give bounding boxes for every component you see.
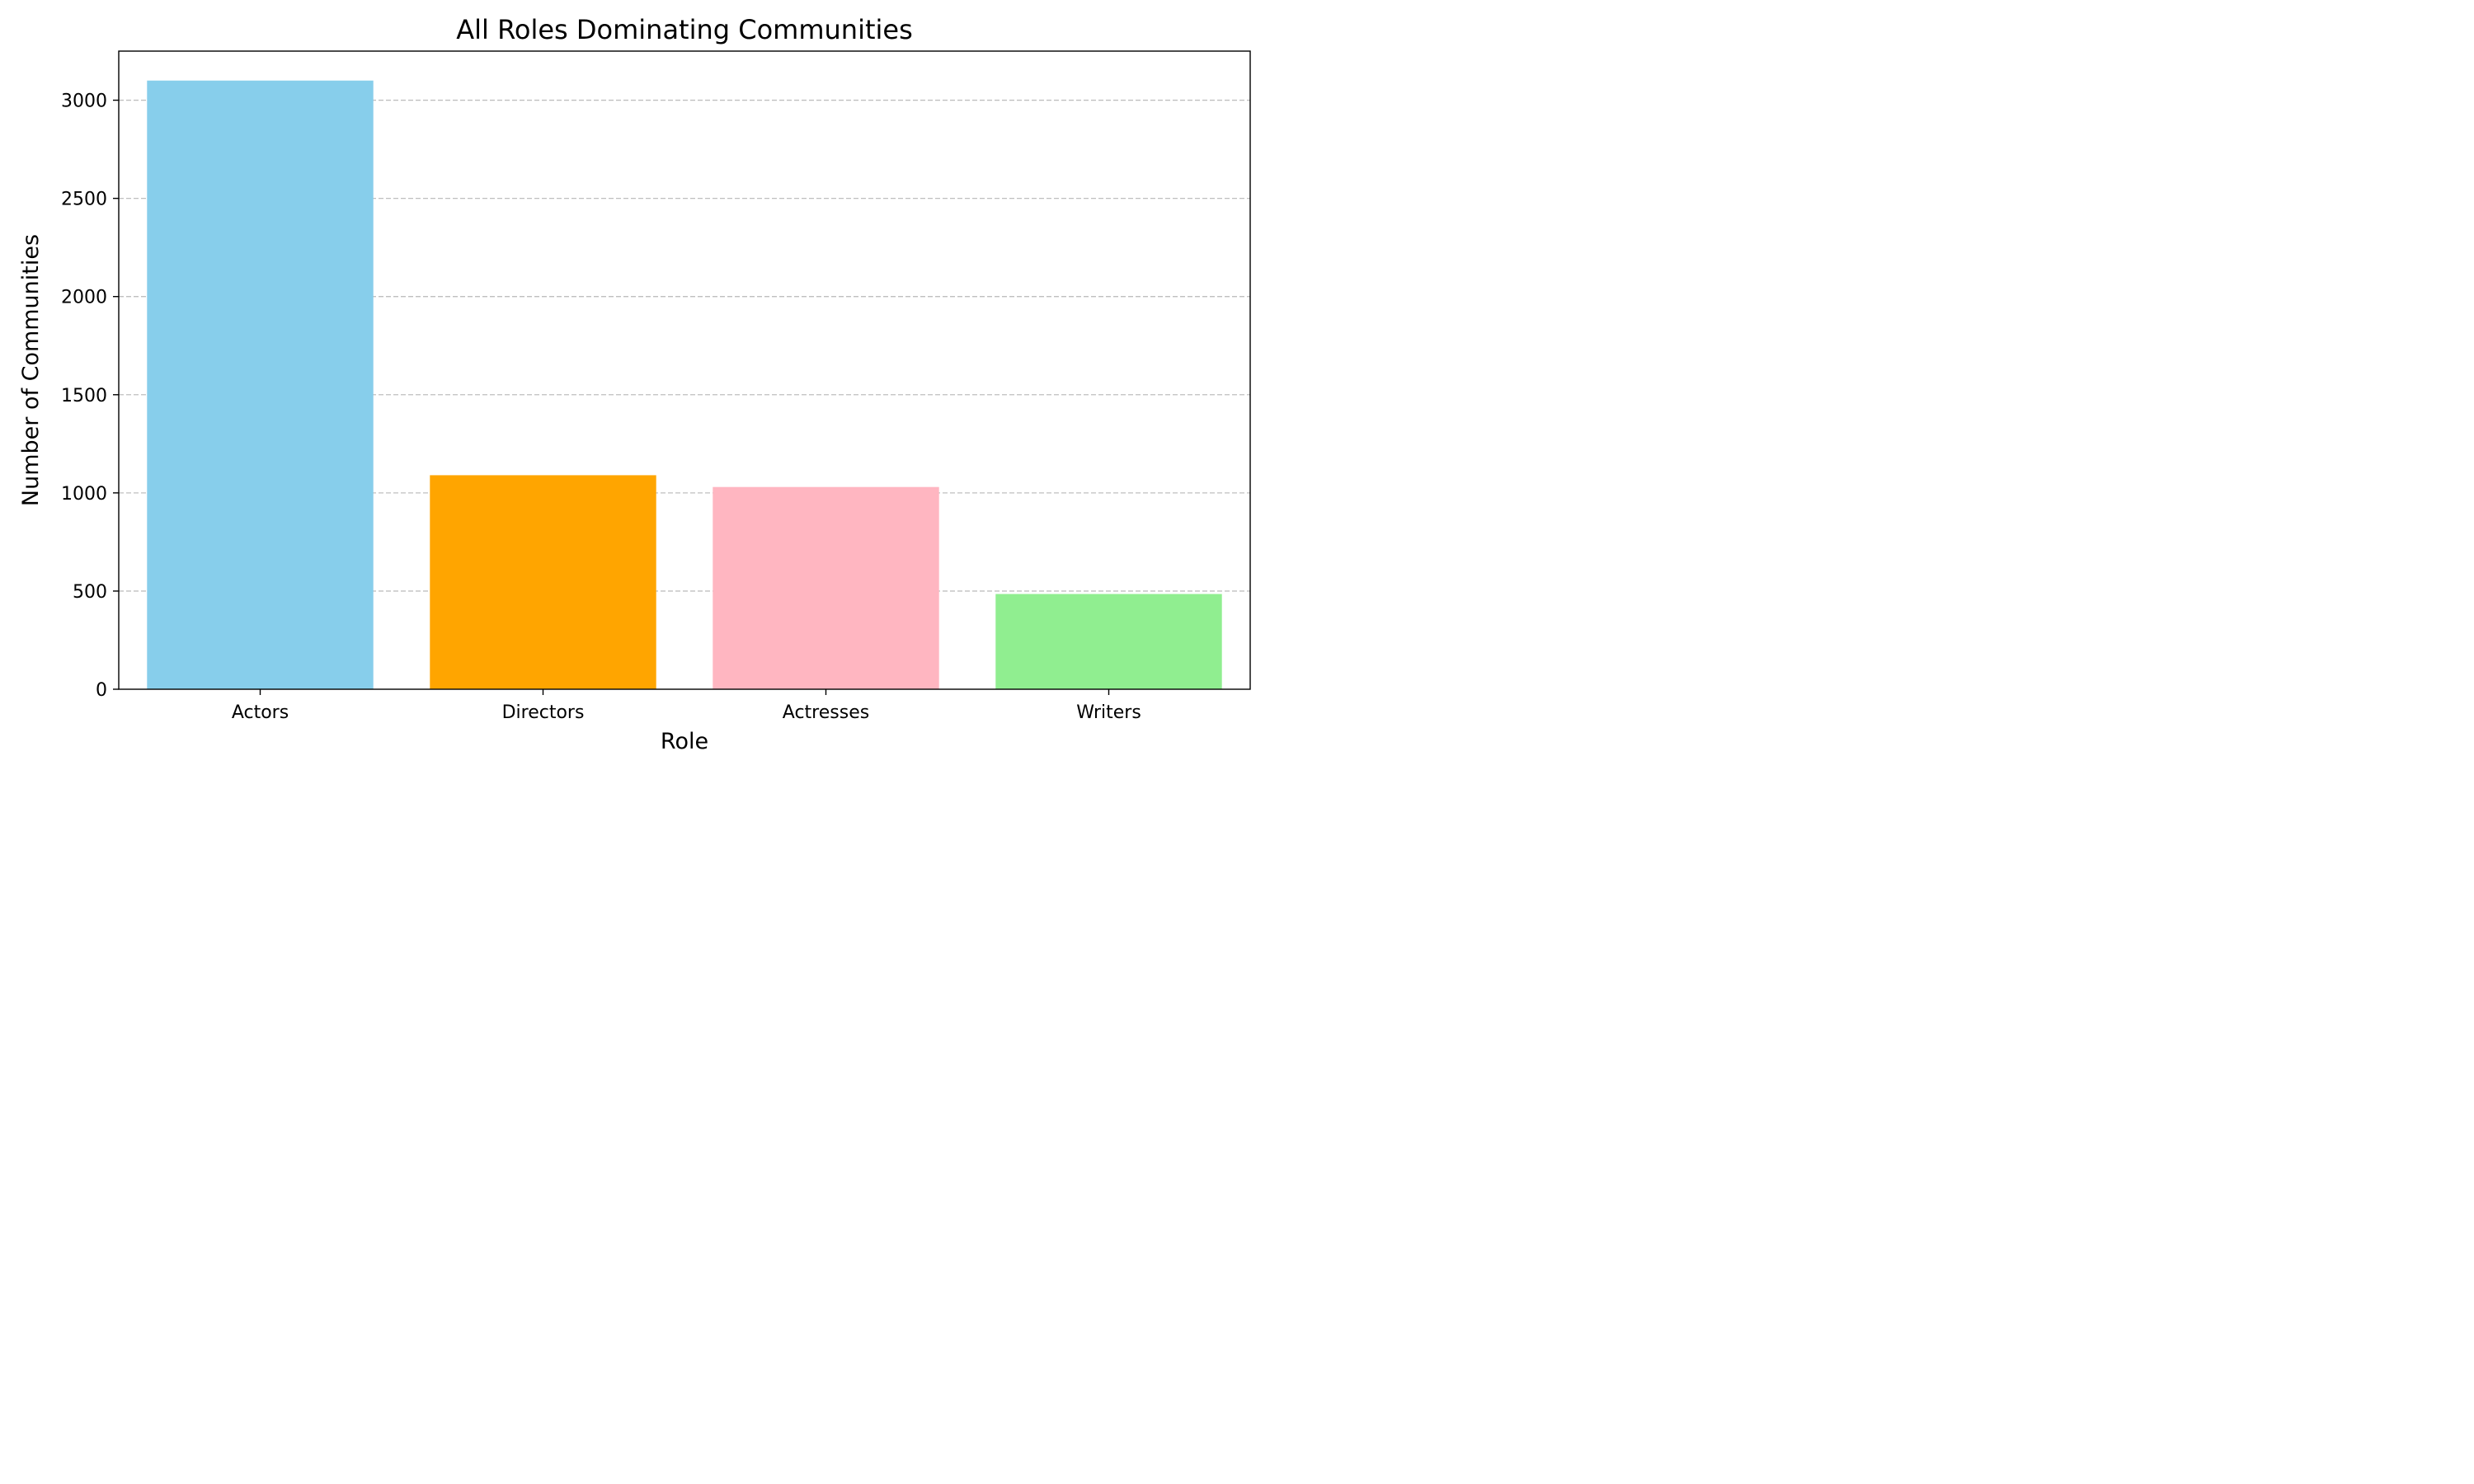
x-axis-ticks: Actors Directors Actresses Writers	[232, 689, 1141, 723]
bar-actors	[147, 80, 374, 689]
bar-chart: 0 500 1000 1500 2000 2500 3000 Actors Directors…	[0, 0, 1290, 769]
x-axis-label: Role	[661, 729, 708, 754]
chart-title: All Roles Dominating Communities	[456, 14, 913, 45]
y-tick-label: 500	[73, 582, 107, 603]
y-tick-label: 0	[96, 680, 107, 701]
bar-directors	[430, 475, 656, 689]
x-tick-label: Writers	[1076, 702, 1141, 723]
x-tick-label: Actors	[232, 702, 289, 723]
x-tick-label: Actresses	[783, 702, 869, 723]
plot-area-frame	[118, 50, 1251, 690]
bar-actresses	[713, 486, 939, 689]
y-tick-label: 2500	[61, 190, 107, 210]
bar-writers	[995, 594, 1222, 689]
bars	[147, 80, 1222, 689]
y-axis-label: Number of Communities	[18, 234, 44, 506]
y-tick-label: 1000	[61, 484, 107, 505]
x-tick-label: Directors	[502, 702, 585, 723]
y-tick-label: 3000	[61, 92, 107, 112]
y-axis-ticks: 0 500 1000 1500 2000 2500 3000	[61, 92, 119, 701]
y-tick-label: 2000	[61, 288, 107, 308]
y-tick-label: 1500	[61, 386, 107, 406]
